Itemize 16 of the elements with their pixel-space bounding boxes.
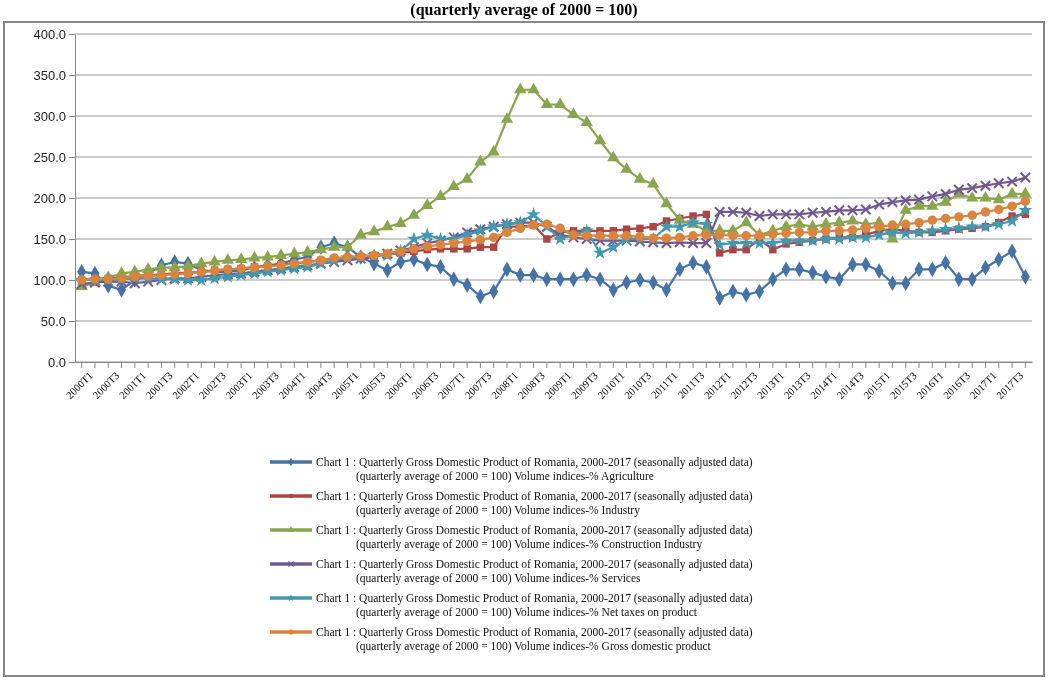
y-tick-label: 400.0	[33, 26, 66, 42]
y-tick-label: 200.0	[33, 190, 66, 206]
legend-label: Chart 1 : Quarterly Gross Domestic Product of Romania, 2000-2017 (seasonally adjusted data) (quarterly average of 2000 = 100) Volume indices-% Agriculture	[316, 456, 753, 484]
y-tick-label: 350.0	[33, 67, 66, 83]
legend-label: Chart 1 : Quarterly Gross Domestic Product of Romania, 2000-2017 (seasonally adjusted data) (quarterly average of 2000 = 100) Volume indices-% Net taxes on product	[316, 592, 753, 620]
y-tick-label: 0.0	[47, 354, 66, 370]
legend-label: Chart 1 : Quarterly Gross Domestic Product of Romania, 2000-2017 (seasonally adjusted data) (quarterly average of 2000 = 100) Volume indices-% Industry	[316, 490, 753, 518]
chart-title: (quarterly average of 2000 = 100)	[410, 1, 638, 19]
legend-label: Chart 1 : Quarterly Gross Domestic Product of Romania, 2000-2017 (seasonally adjusted data) (quarterly average of 2000 = 100) Volume indices-% Services	[316, 558, 753, 586]
y-tick-label: 250.0	[33, 149, 66, 165]
legend-label: Chart 1 : Quarterly Gross Domestic Product of Romania, 2000-2017 (seasonally adjusted data) (quarterly average of 2000 = 100) Volume indices-% Construction Industry	[316, 524, 753, 552]
y-tick-label: 150.0	[33, 231, 66, 247]
legend-label: Chart 1 : Quarterly Gross Domestic Product of Romania, 2000-2017 (seasonally adjusted data) (quarterly average of 2000 = 100) Volume indices-% Gross domestic product	[316, 626, 753, 654]
y-tick-label: 100.0	[33, 272, 66, 288]
y-tick-label: 300.0	[33, 108, 66, 124]
y-tick-label: 50.0	[40, 313, 66, 329]
